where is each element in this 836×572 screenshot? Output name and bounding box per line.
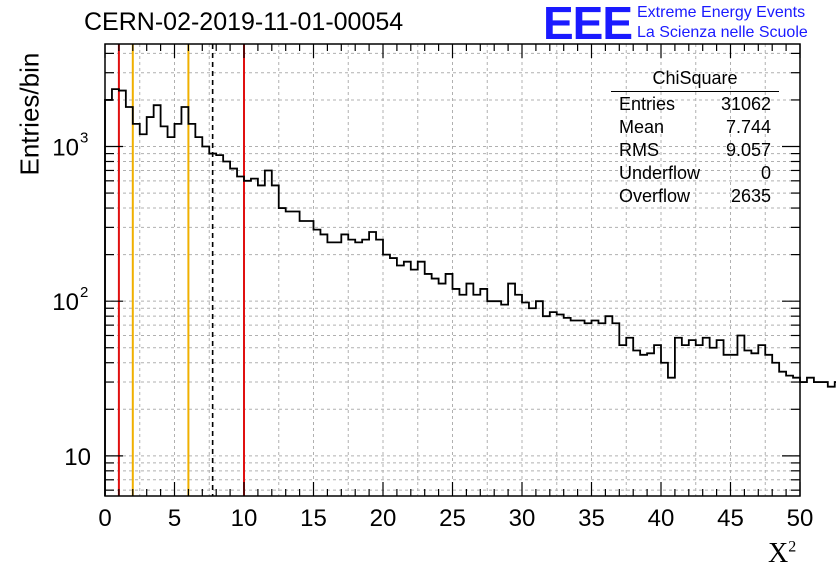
stats-value: 2635 xyxy=(730,186,771,206)
x-tick-label: 30 xyxy=(509,505,536,532)
logo-line-1: Extreme Energy Events xyxy=(637,4,806,21)
stats-label: Entries xyxy=(619,94,676,114)
stats-label: Mean xyxy=(619,117,665,137)
x-tick-label: 5 xyxy=(168,505,181,532)
stats-value: 0 xyxy=(760,163,771,183)
x-tick-label: 45 xyxy=(717,505,744,532)
y-tick-exponent: 2 xyxy=(80,284,88,301)
stats-row-mean: Mean 7.744 xyxy=(611,116,779,139)
stats-value: 31062 xyxy=(720,94,771,114)
x-tick-label: 50 xyxy=(787,505,814,532)
y-tick-label: 10 xyxy=(52,135,79,162)
x-tick-label: 15 xyxy=(300,505,327,532)
stats-row-underflow: Underflow 0 xyxy=(611,162,779,185)
chart-title: CERN-02-2019-11-01-00054 xyxy=(84,8,404,36)
stats-row-overflow: Overflow 2635 xyxy=(611,185,779,208)
x-tick-label: 25 xyxy=(439,505,466,532)
y-tick-exponent: 3 xyxy=(80,130,88,147)
x-axis-label-base: X xyxy=(768,538,789,569)
eee-logo: EEE xyxy=(543,0,633,49)
y-tick-label: 10 xyxy=(52,289,79,316)
stats-row-entries: Entries 31062 xyxy=(611,93,779,116)
stats-label: Underflow xyxy=(619,163,701,183)
stats-title: ChiSquare xyxy=(611,68,779,92)
histogram-series xyxy=(104,88,836,496)
logo-line-2: La Scienza nelle Scuole xyxy=(637,24,808,41)
x-tick-label: 40 xyxy=(648,505,675,532)
x-tick-label: 20 xyxy=(370,505,397,532)
stats-label: Overflow xyxy=(619,186,691,206)
stats-row-rms: RMS 9.057 xyxy=(611,139,779,162)
stats-value: 7.744 xyxy=(725,117,771,137)
x-tick-label: 0 xyxy=(98,505,111,532)
x-tick-label: 35 xyxy=(578,505,605,532)
y-tick-label: 10 xyxy=(64,444,91,471)
stats-box: ChiSquare Entries 31062 Mean 7.744 RMS 9.05… xyxy=(611,68,779,208)
stats-value: 9.057 xyxy=(725,140,771,160)
x-tick-label: 10 xyxy=(231,505,258,532)
x-axis-label: X2 xyxy=(768,538,796,570)
grid-lines xyxy=(105,44,800,496)
stats-label: RMS xyxy=(619,140,659,160)
histogram xyxy=(104,88,836,496)
x-axis-label-exponent: 2 xyxy=(788,538,797,556)
